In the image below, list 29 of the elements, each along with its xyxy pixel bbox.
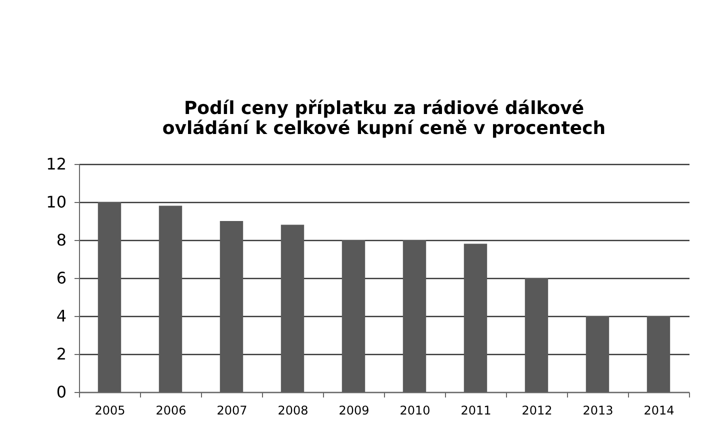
y-tick-label: 8	[56, 230, 66, 250]
y-tick-label: 10	[46, 192, 66, 212]
text: Podíl ceny příplatku za rádiové dálkové	[184, 98, 584, 119]
x-tick-label: 2012	[522, 404, 552, 418]
bar	[586, 316, 610, 392]
bar	[280, 224, 304, 392]
x-tick-label: 2013	[582, 404, 614, 418]
bar	[646, 316, 670, 392]
y-tick-label: 0	[56, 382, 66, 402]
bar	[402, 240, 426, 392]
x-tick-label: 2011	[460, 404, 492, 418]
bar	[464, 244, 488, 392]
x-tick-label: 2010	[400, 404, 430, 418]
x-tick-label: 2008	[278, 404, 308, 418]
bar	[98, 202, 122, 392]
text: ovládání k celkové kupní ceně v procentech	[162, 118, 606, 139]
bar	[524, 278, 548, 392]
x-tick-label: 2009	[338, 404, 370, 418]
bar	[220, 221, 244, 392]
y-tick-label: 12	[46, 154, 66, 174]
bar	[158, 206, 182, 392]
y-tick-label: 6	[56, 268, 66, 288]
bar	[342, 240, 366, 392]
x-tick-label: 2014	[644, 404, 674, 418]
y-tick-label: 2	[56, 344, 66, 364]
x-tick-label: 2005	[94, 404, 126, 418]
y-tick-label: 4	[56, 306, 66, 326]
x-tick-label: 2006	[156, 404, 186, 418]
x-tick-label: 2007	[216, 404, 248, 418]
